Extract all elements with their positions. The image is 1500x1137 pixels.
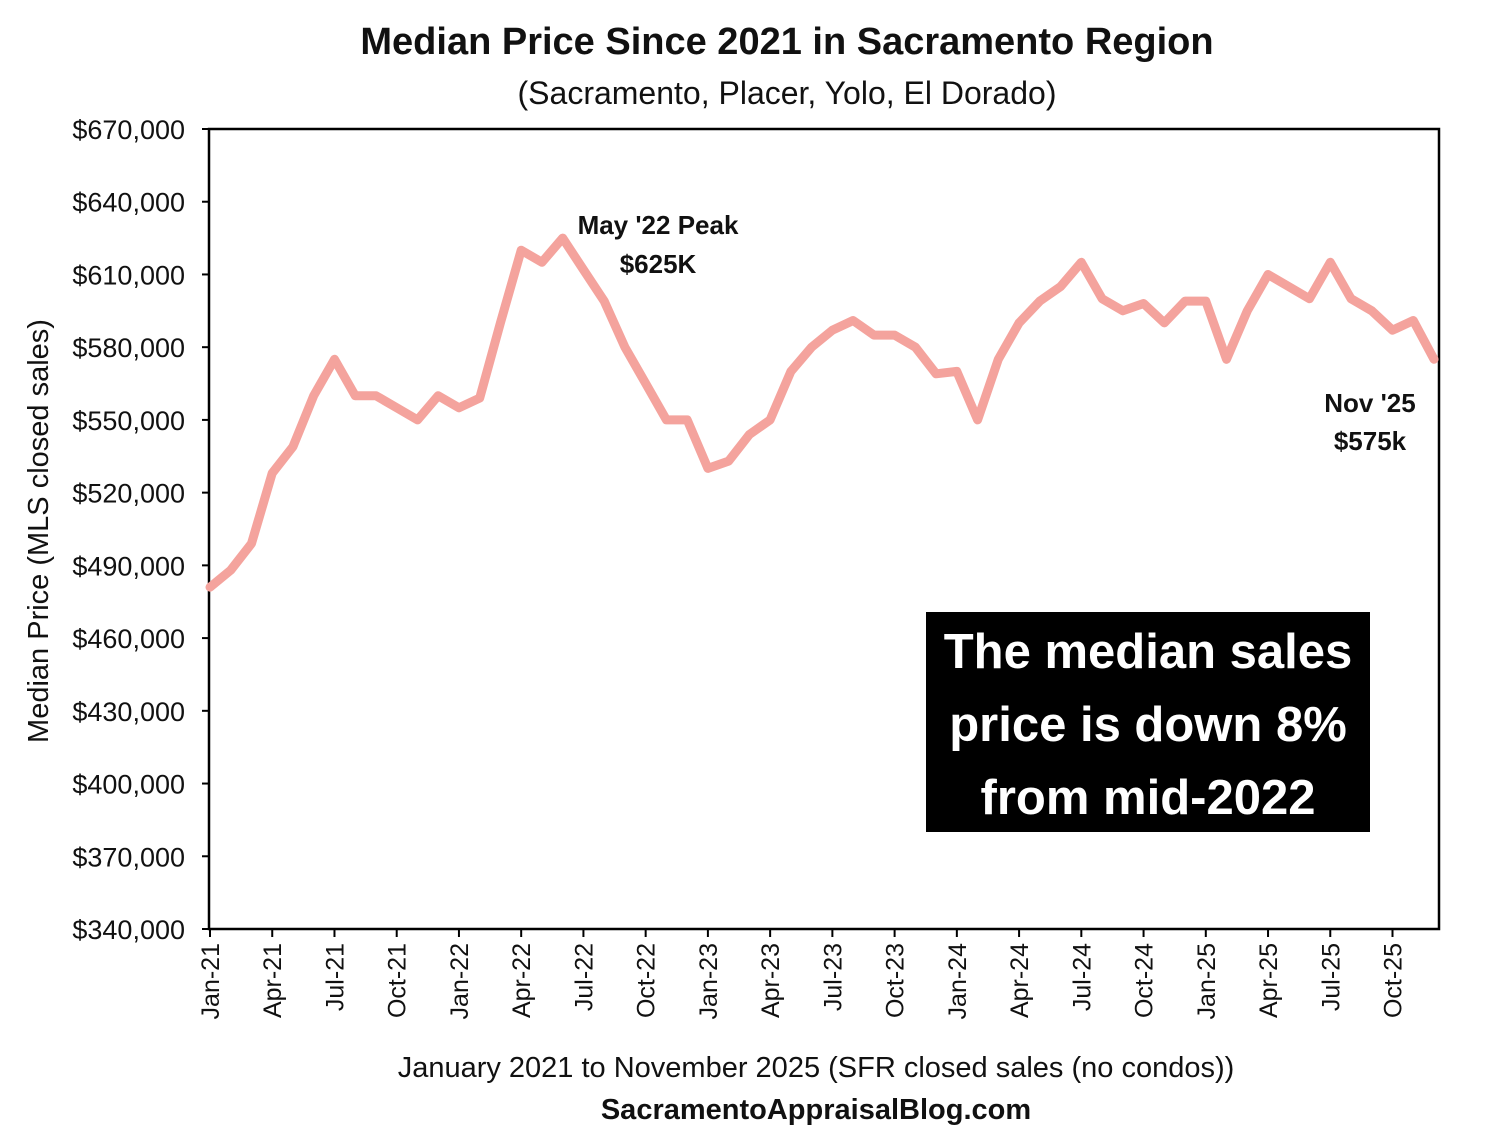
y-tick-label: $370,000 — [72, 842, 185, 872]
x-tick-label: Jan-25 — [1193, 943, 1221, 1019]
median-price-line — [205, 233, 1439, 592]
source-credit: SacramentoAppraisalBlog.com — [601, 1094, 1031, 1126]
callout-line-2: price is down 8% — [949, 698, 1347, 752]
x-tick-label: Apr-21 — [259, 943, 287, 1018]
x-axis-label: January 2021 to November 2025 (SFR close… — [398, 1052, 1235, 1084]
x-tick-label: Jul-23 — [819, 943, 847, 1011]
x-tick-label: Jul-25 — [1317, 943, 1345, 1011]
latest-annotation-label: Nov '25 — [1324, 388, 1415, 418]
x-axis-ticks: Jan-21 Apr-21 Jul-21 Oct-21 Jan-22 Apr-22 Jul-… — [197, 929, 1408, 1019]
x-tick-label: Jan-24 — [944, 943, 972, 1020]
peak-annotation-label: May '22 Peak — [578, 210, 739, 240]
y-tick-label: $580,000 — [72, 333, 185, 363]
y-tick-label: $490,000 — [72, 551, 185, 581]
y-tick-label: $670,000 — [72, 115, 185, 145]
callout-line-3: from mid-2022 — [981, 771, 1316, 825]
y-axis-label: Median Price (MLS closed sales) — [23, 319, 55, 743]
x-tick-label: Jul-22 — [570, 943, 598, 1011]
x-tick-label: Apr-25 — [1255, 943, 1283, 1018]
peak-annotation-value: $625K — [620, 249, 697, 279]
x-tick-label: Apr-22 — [508, 943, 536, 1018]
x-tick-label: Jul-21 — [321, 943, 349, 1011]
chart-title: Median Price Since 2021 in Sacramento Re… — [360, 21, 1213, 63]
x-tick-label: Apr-23 — [757, 943, 785, 1018]
x-tick-label: Oct-22 — [633, 943, 661, 1018]
y-tick-label: $430,000 — [72, 697, 185, 727]
y-tick-label: $640,000 — [72, 188, 185, 218]
x-tick-label: Oct-23 — [882, 943, 910, 1018]
chart-subtitle: (Sacramento, Placer, Yolo, El Dorado) — [518, 75, 1057, 111]
y-axis-ticks: $340,000 $370,000 $400,000 $430,000 $460,000… — [72, 115, 209, 945]
latest-annotation-value: $575k — [1334, 426, 1407, 456]
x-tick-label: Apr-24 — [1006, 943, 1034, 1018]
y-tick-label: $400,000 — [72, 770, 185, 800]
x-tick-label: Jan-21 — [197, 943, 225, 1019]
x-tick-label: Oct-21 — [384, 943, 412, 1018]
x-tick-label: Jan-23 — [695, 943, 723, 1019]
plot-area-frame — [207, 127, 1441, 931]
y-tick-label: $610,000 — [72, 260, 185, 290]
x-tick-label: Oct-25 — [1380, 943, 1408, 1018]
y-tick-label: $460,000 — [72, 624, 185, 654]
y-tick-label: $520,000 — [72, 479, 185, 509]
x-tick-label: Oct-24 — [1131, 943, 1159, 1018]
callout-box — [926, 612, 1370, 832]
x-tick-label: Jan-22 — [446, 943, 474, 1019]
y-tick-label: $550,000 — [72, 406, 185, 436]
y-tick-label: $340,000 — [72, 915, 185, 945]
x-tick-label: Jul-24 — [1068, 943, 1096, 1011]
callout-line-1: The median sales — [944, 625, 1353, 679]
